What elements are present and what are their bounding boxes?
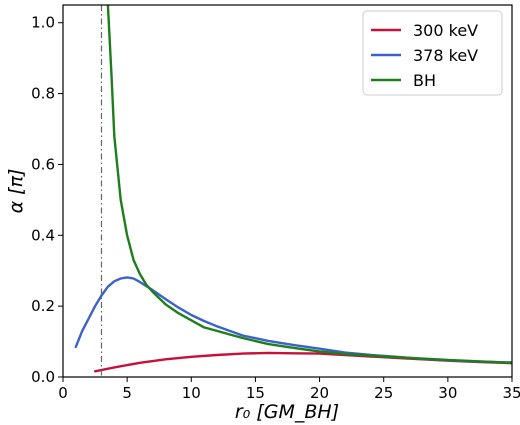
x-tick-label: 35 [502,384,520,402]
y-tick-label: 0.6 [31,155,55,173]
legend: 300 keV 378 keV BH [362,10,503,96]
series-line-2 [106,5,512,364]
y-axis-label: α [π] [5,169,27,214]
series-line-1 [74,276,512,364]
y-tick-label: 1.0 [31,14,55,32]
x-tick-label: 30 [438,384,457,402]
y-tick-label: 0.2 [31,297,55,315]
legend-label-2: BH [413,71,436,90]
x-axis-ticks: 0 5 10 15 20 25 30 35 [58,377,520,402]
legend-frame [362,10,503,96]
y-tick-label: 0.0 [31,368,55,386]
series-line-0 [93,351,512,373]
y-tick-label: 0.4 [31,226,55,244]
legend-label-0: 300 keV [413,21,478,40]
x-tick-label: 10 [182,384,201,402]
x-tick-label: 15 [246,384,265,402]
y-tick-label: 0.8 [31,85,55,103]
x-axis-label: r₀ [GM_BH] [235,401,339,423]
x-tick-label: 0 [58,384,68,402]
x-tick-label: 25 [374,384,393,402]
legend-label-1: 378 keV [413,46,478,65]
series-layer [74,5,512,373]
x-tick-label: 5 [122,384,132,402]
y-axis-ticks: 0.0 0.2 0.4 0.6 0.8 1.0 [31,14,63,386]
x-tick-label: 20 [310,384,329,402]
plot-frame [62,4,513,378]
